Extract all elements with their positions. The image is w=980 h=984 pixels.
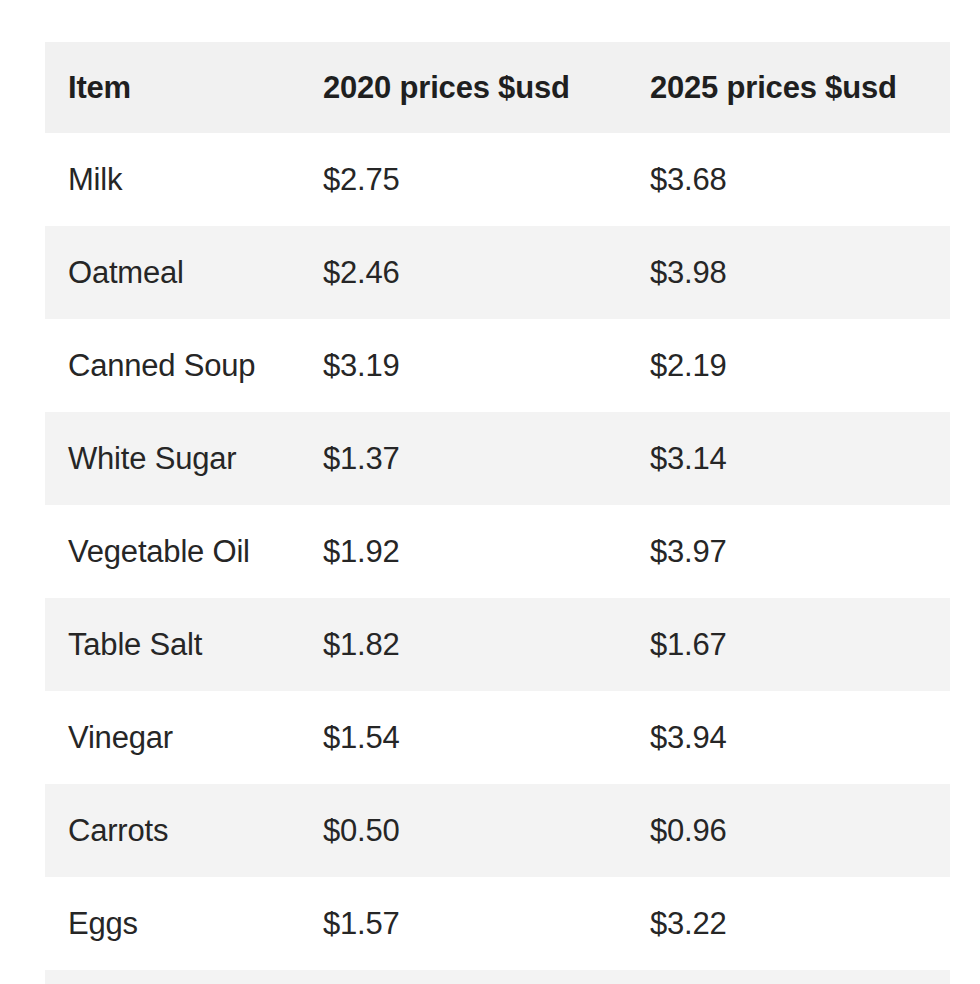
column-header-2020-prices: 2020 prices $usd bbox=[300, 42, 627, 133]
table-row: Milk$2.75$3.68 bbox=[45, 133, 950, 226]
price-2020-cell: $1.92 bbox=[300, 505, 627, 598]
price-2025-cell: $1.67 bbox=[627, 598, 950, 691]
item-name-cell: White Sugar bbox=[45, 412, 300, 505]
price-2020-cell: $2.75 bbox=[300, 133, 627, 226]
table-body: Milk$2.75$3.68Oatmeal$2.46$3.98Canned So… bbox=[45, 133, 950, 970]
item-name-cell: Oatmeal bbox=[45, 226, 300, 319]
price-2025-cell: $3.22 bbox=[627, 877, 950, 970]
price-table-container: Item 2020 prices $usd 2025 prices $usd M… bbox=[45, 42, 950, 970]
table-row: Eggs$1.57$3.22 bbox=[45, 877, 950, 970]
column-header-item: Item bbox=[45, 42, 300, 133]
price-2025-cell: $3.14 bbox=[627, 412, 950, 505]
table-row: Table Salt$1.82$1.67 bbox=[45, 598, 950, 691]
price-comparison-table: Item 2020 prices $usd 2025 prices $usd M… bbox=[45, 42, 950, 970]
table-header: Item 2020 prices $usd 2025 prices $usd bbox=[45, 42, 950, 133]
table-row: Canned Soup$3.19$2.19 bbox=[45, 319, 950, 412]
header-row: Item 2020 prices $usd 2025 prices $usd bbox=[45, 42, 950, 133]
table-row: Oatmeal$2.46$3.98 bbox=[45, 226, 950, 319]
price-2020-cell: $1.82 bbox=[300, 598, 627, 691]
column-header-2025-prices: 2025 prices $usd bbox=[627, 42, 950, 133]
table-row: Vegetable Oil$1.92$3.97 bbox=[45, 505, 950, 598]
item-name-cell: Milk bbox=[45, 133, 300, 226]
price-2020-cell: $0.50 bbox=[300, 784, 627, 877]
item-name-cell: Carrots bbox=[45, 784, 300, 877]
item-name-cell: Vinegar bbox=[45, 691, 300, 784]
price-2020-cell: $1.57 bbox=[300, 877, 627, 970]
table-row: White Sugar$1.37$3.14 bbox=[45, 412, 950, 505]
price-2025-cell: $0.96 bbox=[627, 784, 950, 877]
item-name-cell: Vegetable Oil bbox=[45, 505, 300, 598]
partial-next-row-stripe bbox=[45, 970, 950, 984]
price-2020-cell: $1.37 bbox=[300, 412, 627, 505]
item-name-cell: Canned Soup bbox=[45, 319, 300, 412]
price-2025-cell: $3.98 bbox=[627, 226, 950, 319]
item-name-cell: Table Salt bbox=[45, 598, 300, 691]
table-row: Carrots$0.50$0.96 bbox=[45, 784, 950, 877]
price-2025-cell: $3.68 bbox=[627, 133, 950, 226]
price-2025-cell: $2.19 bbox=[627, 319, 950, 412]
price-2020-cell: $3.19 bbox=[300, 319, 627, 412]
price-2020-cell: $1.54 bbox=[300, 691, 627, 784]
price-2020-cell: $2.46 bbox=[300, 226, 627, 319]
item-name-cell: Eggs bbox=[45, 877, 300, 970]
price-2025-cell: $3.97 bbox=[627, 505, 950, 598]
table-row: Vinegar$1.54$3.94 bbox=[45, 691, 950, 784]
price-2025-cell: $3.94 bbox=[627, 691, 950, 784]
